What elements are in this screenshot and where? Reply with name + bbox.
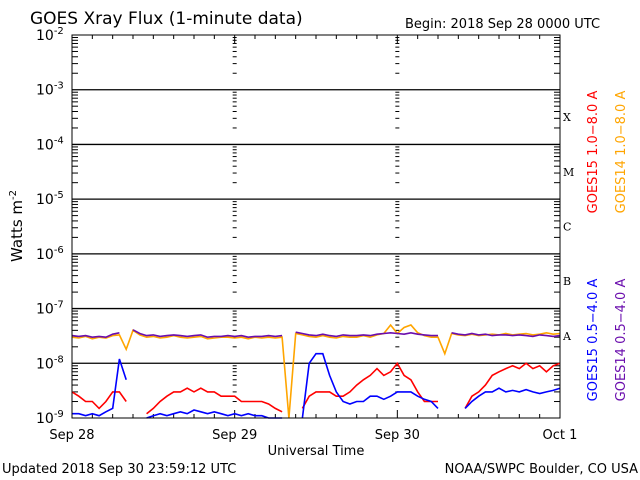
series-line-2 [146, 409, 283, 419]
y-tick-label: 10-9 [36, 409, 64, 427]
series-line-0 [301, 361, 438, 409]
series-line-2 [72, 358, 127, 417]
flare-class-label: A [562, 330, 572, 343]
legend-entry: GOES15 1.0−8.0 A [586, 91, 601, 214]
x-tick-labels: Sep 28 Sep 29 Sep 30 Oct 1 [49, 428, 577, 443]
plot-frame [71, 34, 561, 419]
y-tick-label: 10-6 [36, 245, 64, 263]
y-axis-label: Watts m-2 [8, 190, 26, 262]
y-tick-label: 10-4 [36, 135, 64, 153]
x-tick-label: Oct 1 [543, 428, 578, 443]
y-tick-label: 10-2 [36, 26, 64, 44]
y-tick-label: 10-8 [36, 354, 64, 372]
series-line-3 [295, 331, 438, 338]
legend: GOES15 1.0−8.0 A GOES14 1.0−8.0 A GOES15 0… [586, 91, 629, 402]
series-line-3 [132, 329, 283, 339]
flare-class-labels: X M C B A [562, 111, 574, 343]
y-tick-label: 10-5 [36, 190, 64, 208]
x-tick-label: Sep 30 [375, 428, 420, 443]
x-axis-label: Universal Time [268, 444, 365, 459]
series-line-3 [71, 332, 120, 339]
series-group [71, 323, 561, 419]
legend-entry: GOES14 1.0−8.0 A [614, 91, 629, 214]
flare-class-label: C [563, 221, 571, 234]
y-tick-labels: 10-2 10-3 10-4 10-5 10-6 10-7 10-8 10-9 [36, 26, 64, 427]
series-line-2 [464, 387, 561, 409]
x-tick-label: Sep 29 [212, 428, 257, 443]
flare-class-label: X [563, 111, 571, 124]
series-line-3 [451, 332, 561, 338]
series-line-0 [146, 387, 283, 415]
legend-entry: GOES14 0.5−4.0 A [614, 279, 629, 402]
series-line-0 [464, 362, 561, 409]
grid [72, 89, 560, 364]
flare-class-label: B [563, 275, 571, 288]
x-tick-label: Sep 28 [49, 428, 94, 443]
flare-class-label: M [563, 166, 574, 179]
updated-time: Updated 2018 Sep 30 23:59:12 UTC [2, 462, 236, 477]
chart-title: GOES Xray Flux (1-minute data) [30, 9, 303, 29]
credit: NOAA/SWPC Boulder, CO USA [445, 462, 638, 477]
y-tick-label: 10-7 [36, 300, 64, 318]
series-line-0 [71, 391, 127, 410]
begin-time: Begin: 2018 Sep 28 0000 UTC [405, 17, 600, 32]
legend-entry: GOES15 0.5−4.0 A [586, 279, 601, 402]
series-line-2 [301, 352, 439, 419]
y-tick-label: 10-3 [36, 81, 64, 99]
